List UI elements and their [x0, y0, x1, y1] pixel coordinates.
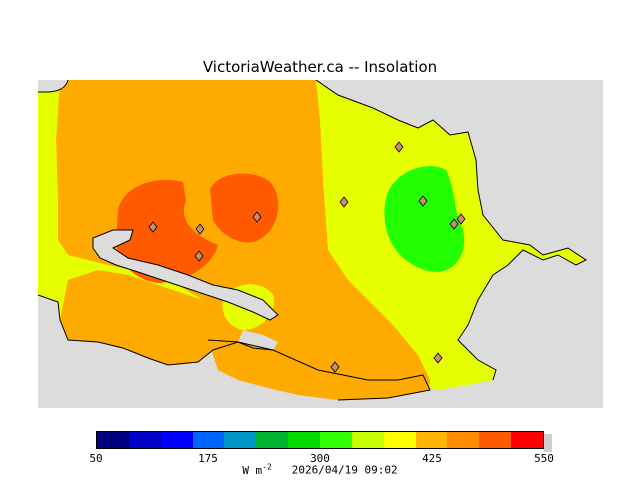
- legend-swatch: [320, 432, 352, 448]
- station-marker: [433, 352, 443, 364]
- station-marker: [394, 141, 404, 153]
- station-marker: [339, 196, 349, 208]
- station-marker: [148, 221, 158, 233]
- station-marker: [330, 361, 340, 373]
- legend-swatch: [192, 432, 225, 448]
- legend-swatch: [447, 432, 480, 448]
- legend-tick-label: 550: [534, 452, 554, 465]
- color-legend: [96, 431, 552, 452]
- land-south-coast: [208, 340, 430, 400]
- legend-tick-label: 175: [198, 452, 218, 465]
- station-marker: [194, 250, 204, 262]
- coastline: [38, 80, 587, 401]
- unit-label: W m-2: [242, 462, 272, 477]
- timestamp: 2026/04/19 09:02: [291, 463, 398, 477]
- water-south: [38, 350, 603, 408]
- station-markers: [148, 141, 466, 373]
- legend-swatch: [97, 432, 129, 448]
- legend-swatch: [415, 432, 448, 448]
- water-east: [316, 80, 603, 380]
- land-southwest-lobe: [66, 312, 198, 362]
- station-marker: [456, 213, 466, 225]
- legend-tick-label: 50: [89, 452, 103, 465]
- inlet-north: [93, 230, 278, 320]
- legend-swatch: [383, 432, 416, 448]
- zone-high-west: [116, 179, 218, 283]
- insolation-map: [38, 80, 603, 408]
- legend-bar: [96, 431, 544, 449]
- land-west-strip: [38, 80, 60, 295]
- land-southeast-coast: [423, 342, 496, 385]
- map-title: VictoriaWeather.ca -- Insolation: [202, 58, 438, 76]
- legend-tick-label: 300: [310, 452, 330, 465]
- legend-swatch: [479, 432, 512, 448]
- legend-swatch: [511, 432, 544, 448]
- station-marker: [252, 211, 262, 223]
- legend-tick-label: 425: [422, 452, 442, 465]
- legend-swatch: [160, 432, 193, 448]
- station-marker: [449, 218, 459, 230]
- station-marker: [418, 195, 428, 207]
- legend-shadow: [544, 434, 552, 452]
- legend-swatch: [351, 432, 384, 448]
- zone-high-center: [210, 173, 279, 243]
- legend-swatch: [288, 432, 321, 448]
- station-marker: [195, 223, 205, 235]
- legend-footer: W m-2 2026/04/19 09:02: [0, 462, 640, 477]
- legend-swatch: [128, 432, 161, 448]
- land-west-orange: [56, 80, 430, 408]
- zone-green-east: [384, 166, 465, 272]
- legend-swatch: [224, 432, 257, 448]
- legend-swatch: [256, 432, 289, 448]
